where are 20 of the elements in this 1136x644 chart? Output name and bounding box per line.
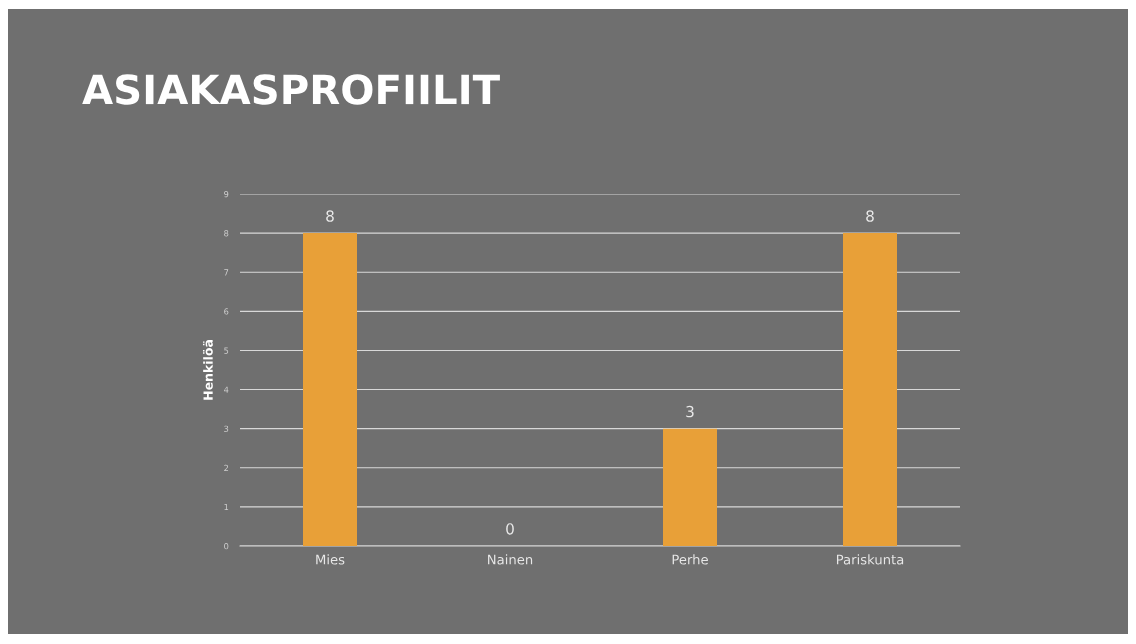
chart-title: ASIAKASPROFIILIT [82,74,500,105]
y-tick-label: 9 [224,190,229,198]
x-tick-label: Pariskunta [836,554,904,565]
y-tick-label: 6 [224,308,229,315]
x-tick-label: Nainen [488,554,533,565]
data-label: 8 [326,210,334,222]
y-tick-label: 8 [224,230,229,237]
x-tick-label: Mies [316,554,345,565]
data-label: 8 [866,210,874,222]
y-tick-label: 4 [223,386,229,393]
data-label: 0 [506,523,514,535]
y-tick-label: 0 [224,542,229,550]
y-tick-label: 2 [224,464,229,471]
y-axis-title: Henkilöä [202,340,213,400]
y-tick-label: 5 [224,347,229,354]
y-tick-label: 3 [224,425,229,432]
data-label: 3 [686,405,694,418]
y-tick-label: 7 [224,269,229,276]
y-tick-label: 1 [224,503,229,511]
x-tick-label: Perhe [672,554,708,565]
